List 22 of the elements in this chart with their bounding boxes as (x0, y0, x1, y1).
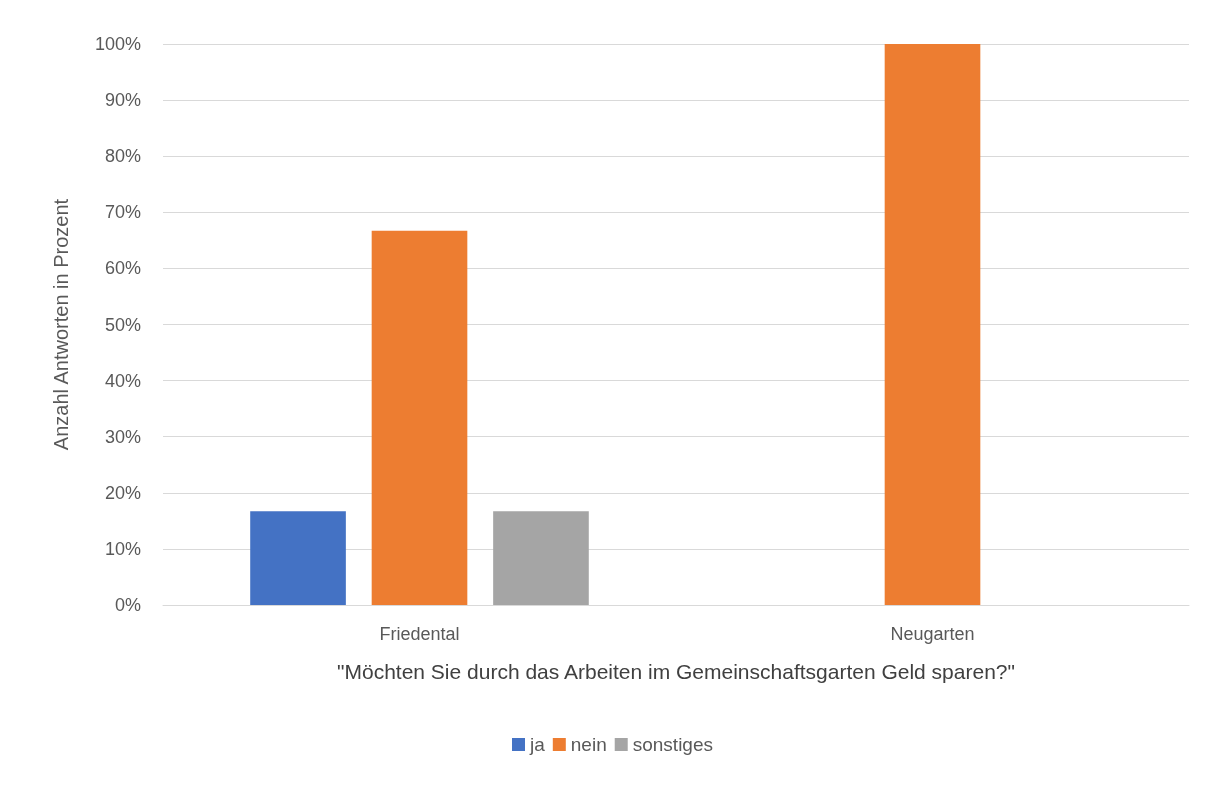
legend-label: ja (529, 734, 546, 755)
y-tick-label: 30% (104, 426, 141, 447)
x-tick-label: Neugarten (890, 624, 975, 644)
y-tick-label: 0% (114, 595, 141, 615)
bar (493, 511, 589, 605)
y-tick-label: 60% (104, 258, 141, 279)
x-axis-title: "Möchten Sie durch das Arbeiten im Gemeinschaftsgarten Geld sparen?" (337, 660, 1015, 683)
y-tick-label: 100% (94, 34, 141, 54)
y-tick-label: 10% (104, 538, 141, 559)
legend-label: nein (570, 734, 607, 755)
y-tick-label: 80% (104, 146, 141, 167)
y-tick-label: 40% (104, 370, 141, 391)
y-tick-label: 70% (104, 202, 141, 223)
x-tick-label: Friedental (379, 624, 460, 644)
bar (884, 44, 981, 605)
legend-label: sonstiges (632, 734, 713, 755)
y-tick-label: 90% (104, 90, 141, 111)
y-tick-label: 20% (104, 482, 141, 503)
y-tick-label: 50% (104, 314, 141, 335)
bar (371, 230, 468, 605)
bar (250, 511, 346, 605)
y-axis-title: Anzahl Antworten in Prozent (50, 198, 72, 451)
